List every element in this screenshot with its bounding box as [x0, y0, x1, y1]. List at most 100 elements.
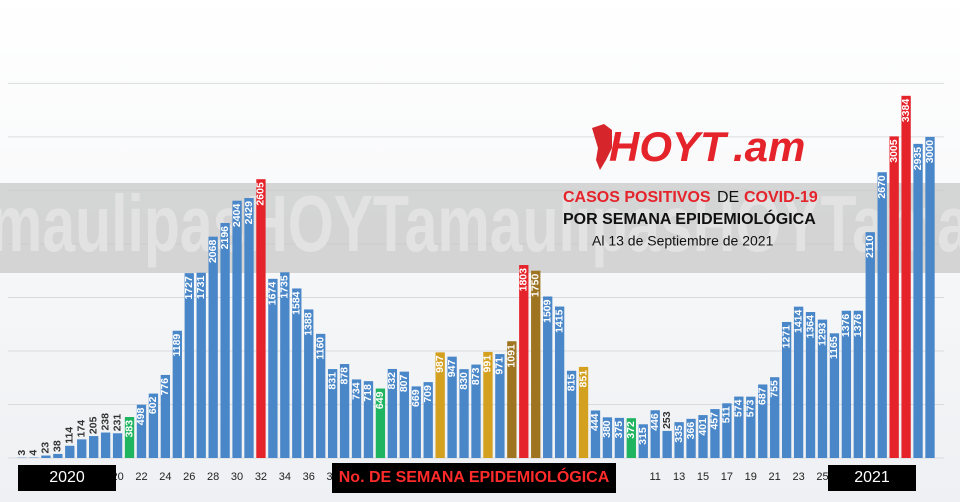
data-label: 2429 [243, 201, 255, 225]
data-label: 2110 [864, 235, 876, 258]
data-label: 2670 [876, 175, 888, 199]
subtitle: POR SEMANA EPIDEMIOLÓGICA [563, 209, 816, 228]
data-label: 3000 [924, 140, 936, 164]
bar [387, 368, 398, 458]
bar [160, 374, 171, 458]
bar [710, 409, 720, 458]
data-label: 1388 [303, 312, 315, 336]
bar [877, 172, 887, 458]
bar [148, 393, 159, 458]
data-label: 446 [649, 413, 661, 431]
data-label: 1160 [314, 337, 326, 360]
bar [471, 364, 481, 458]
data-label: 831 [326, 372, 338, 390]
data-label: 315 [637, 427, 649, 445]
bar [853, 310, 863, 458]
bar [399, 371, 409, 458]
bar [889, 136, 899, 458]
x-tick-label: 15 [697, 471, 709, 483]
data-label: 649 [374, 391, 386, 409]
data-label: 878 [338, 367, 350, 385]
x-tick-label: 17 [721, 471, 733, 483]
bar [829, 333, 840, 458]
x-tick-label: 28 [207, 471, 219, 483]
data-label: 1674 [267, 282, 279, 306]
bar [543, 296, 553, 458]
data-label: 776 [159, 378, 171, 396]
bar [483, 351, 493, 458]
bar [495, 354, 505, 458]
data-label: 511 [721, 406, 733, 423]
bar [280, 272, 290, 458]
bar [758, 384, 768, 458]
bar [268, 278, 278, 458]
data-label: 1727 [183, 276, 195, 300]
data-label: 1376 [840, 314, 852, 338]
bar [554, 306, 565, 458]
x-tick-label: 24 [159, 471, 171, 483]
x-tick-label: 36 [303, 471, 315, 483]
bar [746, 396, 756, 458]
bar [793, 306, 804, 458]
bar [292, 288, 302, 458]
bar [566, 370, 577, 458]
data-label: 4 [28, 450, 40, 456]
bar [590, 410, 601, 458]
x-tick-label: 34 [279, 471, 291, 483]
bar [686, 418, 696, 458]
bar [304, 309, 314, 458]
data-label: 718 [362, 384, 374, 402]
data-label: 3 [16, 450, 28, 456]
data-label: 23 [40, 442, 52, 454]
bar [256, 179, 266, 459]
bar [447, 356, 457, 458]
bar [901, 95, 911, 458]
bar [638, 424, 648, 458]
bar [411, 386, 421, 458]
title-part: DE [717, 189, 739, 206]
data-label: 1364 [804, 315, 816, 339]
bar [698, 415, 708, 458]
data-label: 1376 [852, 314, 864, 338]
bar [65, 445, 75, 458]
data-label: 383 [123, 420, 135, 438]
bar [375, 388, 386, 458]
data-label: 991 [482, 355, 494, 373]
x-tick-label: 25 [816, 471, 828, 483]
x-tick-label: 22 [135, 471, 147, 483]
logo-map [592, 124, 612, 170]
data-label: 366 [685, 422, 697, 440]
year-label: 2021 [854, 469, 890, 486]
bar [423, 382, 433, 458]
data-label: 1271 [780, 325, 792, 349]
data-label: 830 [458, 372, 470, 390]
data-label: 851 [577, 370, 589, 388]
bar [459, 369, 469, 458]
data-label: 947 [446, 359, 458, 377]
data-label: 372 [625, 421, 637, 439]
x-tick-label: 26 [183, 471, 195, 483]
data-label: 1584 [291, 291, 303, 315]
bar [662, 430, 672, 458]
x-tick-label: 32 [255, 471, 267, 483]
bar [602, 417, 613, 458]
data-label: 335 [673, 425, 685, 443]
data-label: 1731 [195, 276, 207, 300]
bar [244, 198, 254, 458]
bar [363, 381, 374, 458]
title-part: CASOS POSITIVOS [563, 189, 711, 206]
bar [650, 410, 660, 458]
data-label: 602 [147, 396, 159, 414]
year-box [828, 465, 916, 491]
data-label: 573 [745, 400, 757, 418]
date-note: Al 13 de Septiembre de 2021 [592, 233, 774, 249]
bar [614, 417, 625, 458]
x-tick-label: 11 [649, 471, 660, 483]
x-axis-label: No. DE SEMANA EPIDEMIOLÓGICA [339, 467, 610, 486]
x-tick-label: 21 [769, 471, 781, 483]
bar [112, 433, 123, 458]
data-label: 401 [697, 418, 709, 436]
data-label: 574 [733, 399, 745, 417]
x-tick-label: 30 [231, 471, 243, 483]
